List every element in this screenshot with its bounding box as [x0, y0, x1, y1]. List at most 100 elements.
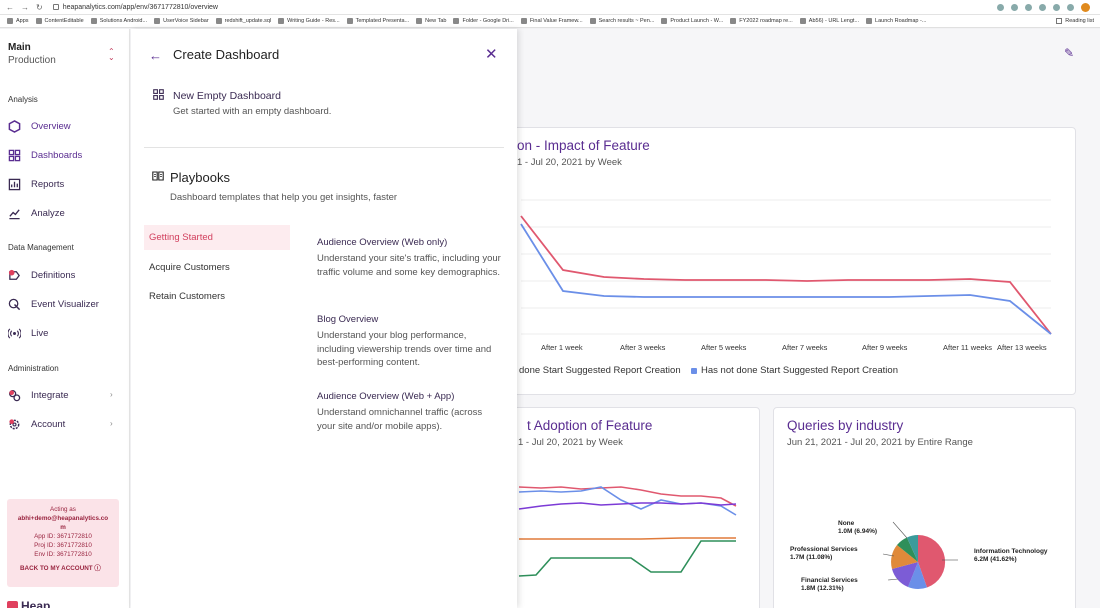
- bookmark[interactable]: Writing Guide - Res...: [278, 18, 340, 24]
- legend-item[interactable]: done Start Suggested Report Creation: [519, 365, 681, 376]
- trend-icon: [9, 209, 20, 220]
- card-title[interactable]: on - Impact of Feature: [517, 138, 650, 153]
- address-bar[interactable]: heapanalytics.com/app/env/3671772810/ove…: [52, 3, 218, 11]
- reload-icon[interactable]: ↻: [36, 2, 43, 12]
- pie-label-financial: Financial Services 1.8M (12.31%): [801, 577, 858, 592]
- series-blue-line: [520, 223, 1052, 335]
- bookmark[interactable]: UserVoice Sidebar: [154, 18, 209, 24]
- back-to-account-link[interactable]: BACK TO MY ACCOUNT ⓘ: [20, 565, 101, 572]
- star-icon[interactable]: [1011, 3, 1018, 11]
- sidebar-item-account[interactable]: Account: [8, 418, 65, 431]
- series-red-line: [518, 486, 737, 507]
- bookmark-icon: [35, 18, 42, 24]
- bookmark[interactable]: New Tab: [416, 18, 446, 24]
- bookmark-icon: [866, 18, 873, 24]
- series-blue-line: [518, 486, 737, 516]
- bookmark[interactable]: FY2022 roadmap re...: [730, 18, 793, 24]
- sidebar-item-definitions[interactable]: Definitions: [8, 269, 75, 282]
- close-icon[interactable]: ✕: [485, 46, 498, 63]
- back-arrow-icon[interactable]: ←: [6, 2, 14, 12]
- zoom-icon[interactable]: [997, 3, 1004, 11]
- address-text[interactable]: heapanalytics.com/app/env/3671772810/ove…: [62, 3, 218, 11]
- environment-switcher[interactable]: Main Production: [8, 42, 56, 66]
- sidebar-item-dashboards[interactable]: Dashboards: [8, 149, 82, 162]
- bookmark-icon: [730, 18, 737, 24]
- bookmarks-bar: Apps ContentEditable Solutions Android..…: [0, 15, 1100, 28]
- panel-title: Create Dashboard: [173, 47, 280, 62]
- reading-list[interactable]: Reading list: [1056, 18, 1100, 24]
- series-purple-line: [518, 502, 737, 510]
- section-analysis: Analysis: [8, 95, 38, 104]
- bookmark[interactable]: Final Value Framew...: [520, 18, 583, 24]
- category-getting-started[interactable]: Getting Started: [144, 225, 290, 250]
- chevron-right-icon: ›: [110, 390, 113, 399]
- github-icon: [215, 18, 222, 24]
- acting-email: abhi+demo@heapanalytics.co m: [17, 515, 109, 531]
- template-title[interactable]: Audience Overview (Web + App): [317, 391, 455, 402]
- sidebar-item-analyze[interactable]: Analyze: [8, 207, 65, 220]
- pie-label-none: None 1.0M (6.94%): [838, 520, 878, 535]
- profile-avatar[interactable]: [1081, 2, 1090, 12]
- puzzle-icon[interactable]: [1067, 3, 1074, 11]
- sidebar-item-integrate[interactable]: Integrate: [8, 389, 69, 402]
- create-dashboard-panel: ← Create Dashboard ✕ New Empty Dashboard…: [131, 29, 517, 608]
- back-arrow-icon[interactable]: ←: [149, 48, 162, 63]
- heap-logo: Heap: [7, 599, 50, 608]
- x-tick-label: After 3 weeks: [620, 343, 666, 352]
- retention-card: on - Impact of Feature 1 - Jul 20, 2021 …: [480, 127, 1076, 395]
- template-description: Understand omnichannel traffic (across y…: [317, 407, 483, 432]
- pie-label-it: Information Technology 6.2M (41.62%): [974, 548, 1048, 563]
- extension-icon[interactable]: [1025, 3, 1032, 11]
- pie-slice-other: [908, 562, 927, 589]
- x-tick-label: After 5 weeks: [701, 343, 747, 352]
- pencil-icon[interactable]: ✎: [1064, 46, 1075, 60]
- broadcast-icon: [8, 328, 21, 339]
- extension-icon[interactable]: [1053, 3, 1060, 11]
- series-green-line: [518, 540, 736, 577]
- bookmark-icon: [154, 18, 161, 24]
- x-tick-label: After 1 week: [541, 343, 583, 352]
- card-title[interactable]: t Adoption of Feature: [527, 418, 653, 433]
- playbooks-description: Dashboard templates that help you get in…: [170, 192, 398, 203]
- card-title[interactable]: Queries by industry: [787, 418, 904, 433]
- bookmark[interactable]: Search results ~ Pen...: [589, 18, 654, 24]
- bookmark[interactable]: Templated Presenta...: [346, 18, 409, 24]
- sidebar-item-reports[interactable]: Reports: [8, 178, 64, 191]
- info-icon: ⓘ: [94, 565, 101, 572]
- sidebar-item-event-visualizer[interactable]: Event Visualizer: [8, 298, 99, 311]
- series-red-line: [520, 215, 1052, 335]
- category-acquire-customers[interactable]: Acquire Customers: [149, 262, 230, 273]
- adoption-chart: [518, 486, 737, 577]
- sidebar-item-overview[interactable]: Overview: [8, 120, 71, 133]
- new-empty-dashboard-button[interactable]: New Empty Dashboard: [173, 90, 281, 102]
- bookmark[interactable]: redshift_update.sql: [215, 18, 271, 24]
- bookmark-icon: [278, 18, 285, 24]
- chevron-updown-icon[interactable]: ⌃ ⌄: [108, 47, 115, 62]
- forward-arrow-icon[interactable]: →: [21, 2, 29, 12]
- series-orange-line: [519, 537, 736, 540]
- x-tick-label: After 7 weeks: [782, 343, 828, 352]
- bookmark[interactable]: Folder - Google Dri...: [453, 18, 514, 24]
- bookmark[interactable]: Ab56) - URL Lengt...: [799, 18, 859, 24]
- bookmark[interactable]: Product Launch - W...: [661, 18, 723, 24]
- bookmark[interactable]: Launch Roadmap -...: [866, 18, 926, 24]
- legend-item[interactable]: Has not done Start Suggested Report Crea…: [691, 365, 898, 376]
- sidebar-item-live[interactable]: Live: [8, 327, 48, 340]
- template-title[interactable]: Blog Overview: [317, 314, 379, 325]
- bookmark[interactable]: Apps: [7, 18, 29, 24]
- bookmark[interactable]: ContentEditable: [35, 18, 84, 24]
- bookmark[interactable]: Solutions Android...: [90, 18, 147, 24]
- check-icon: [661, 18, 668, 24]
- acting-as-banner: Acting as abhi+demo@heapanalytics.co m Ap…: [7, 499, 119, 587]
- bookmark-icon: [799, 18, 806, 24]
- browser-nav: ← → ↻: [0, 3, 49, 12]
- gear-icon: [9, 419, 20, 430]
- definitions-icon: [8, 269, 20, 280]
- extension-icon[interactable]: [1039, 3, 1046, 11]
- adoption-card: t Adoption of Feature 1 - Jul 20, 2021 b…: [480, 407, 760, 608]
- template-title[interactable]: Audience Overview (Web only): [317, 237, 448, 248]
- lock-icon: [52, 4, 59, 10]
- new-empty-dashboard-description: Get started with an empty dashboard.: [173, 106, 332, 117]
- card-subtitle: 1 - Jul 20, 2021 by Week: [517, 157, 622, 168]
- category-retain-customers[interactable]: Retain Customers: [149, 291, 226, 302]
